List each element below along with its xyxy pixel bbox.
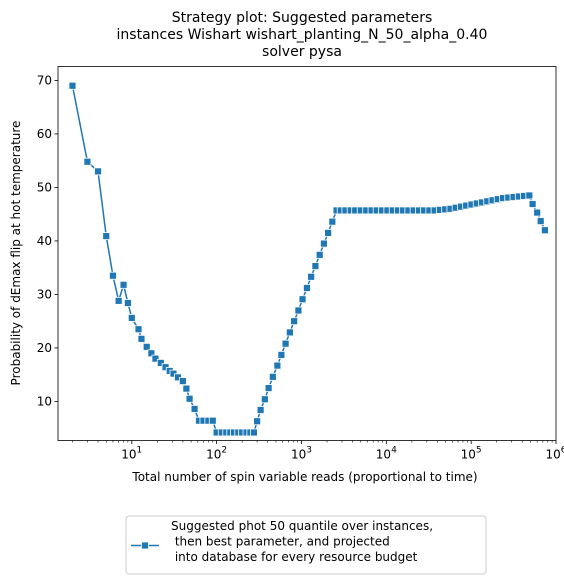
data-point <box>320 239 328 248</box>
legend-label: Suggested phot 50 quantile over instance… <box>171 519 433 564</box>
x-axis: 101 102 103 104 105 106 <box>72 440 564 462</box>
y-tick-label: 40 <box>37 234 52 248</box>
y-tick-label: 30 <box>37 287 52 301</box>
data-point <box>281 339 290 348</box>
y-tick-label: 70 <box>37 73 52 87</box>
data-point <box>83 157 92 166</box>
data-point <box>127 314 136 322</box>
data-point <box>102 232 111 241</box>
x-tick-label: 102 <box>206 446 227 462</box>
data-point <box>178 377 187 386</box>
data-point <box>298 295 307 304</box>
data-point <box>151 354 160 363</box>
data-point <box>528 200 537 208</box>
data-point <box>303 284 311 292</box>
x-tick-label: 103 <box>291 446 312 462</box>
data-point <box>142 342 151 351</box>
data-point <box>290 317 299 326</box>
data-point <box>260 395 269 404</box>
data-point <box>190 405 199 413</box>
chart-title: Strategy plot: Suggested parameters inst… <box>117 10 488 60</box>
data-point <box>268 372 277 381</box>
data-point <box>114 296 123 305</box>
data-point <box>249 428 258 437</box>
data-point <box>285 328 294 337</box>
data-point <box>109 271 117 280</box>
data-point <box>134 325 143 334</box>
x-tick-label: 106 <box>545 446 564 462</box>
legend: Suggested phot 50 quantile over instance… <box>125 515 487 575</box>
y-axis: 10 20 30 40 50 60 70 <box>37 73 58 408</box>
data-point <box>328 217 337 226</box>
data-point <box>137 334 146 343</box>
chart-title-line-1: Strategy plot: Suggested parameters <box>172 10 433 26</box>
data-point <box>307 272 316 281</box>
y-tick-label: 20 <box>37 341 52 355</box>
data-point <box>124 299 132 307</box>
y-tick-label: 10 <box>37 394 52 408</box>
data-point <box>185 394 194 403</box>
data-point <box>68 81 77 90</box>
data-point <box>119 280 128 289</box>
data-point <box>273 361 282 370</box>
chart-title-line-2: instances Wishart wishart_planting_N_50_… <box>117 27 488 43</box>
y-tick-label: 50 <box>37 180 52 194</box>
data-point <box>315 250 324 259</box>
data-point <box>311 262 320 270</box>
data-point <box>253 417 262 426</box>
data-point <box>94 167 102 176</box>
data-point <box>536 217 545 226</box>
data-point <box>294 306 303 315</box>
legend-box <box>125 515 487 575</box>
y-tick-label: 60 <box>37 127 52 141</box>
data-point <box>533 208 542 217</box>
x-tick-label: 101 <box>121 446 142 462</box>
x-tick-label: 104 <box>376 446 397 462</box>
plot-area <box>68 81 549 437</box>
data-point <box>525 191 534 200</box>
x-tick-label: 105 <box>461 446 482 462</box>
data-point <box>277 350 286 359</box>
data-point <box>156 359 165 367</box>
data-point <box>182 384 191 393</box>
y-axis-label: Probability of dEmax flip at hot tempera… <box>9 121 23 386</box>
plot-frame <box>57 66 557 441</box>
data-point <box>324 228 333 237</box>
data-point <box>264 384 273 392</box>
series-line <box>71 85 546 434</box>
data-point <box>256 406 265 414</box>
data-point <box>147 349 156 358</box>
x-axis-label: Total number of spin variable reads (pro… <box>131 470 477 484</box>
data-point <box>541 226 549 235</box>
legend-marker-swatch <box>141 541 149 550</box>
chart-title-line-3: solver pysa <box>262 44 342 60</box>
data-point <box>208 416 217 425</box>
